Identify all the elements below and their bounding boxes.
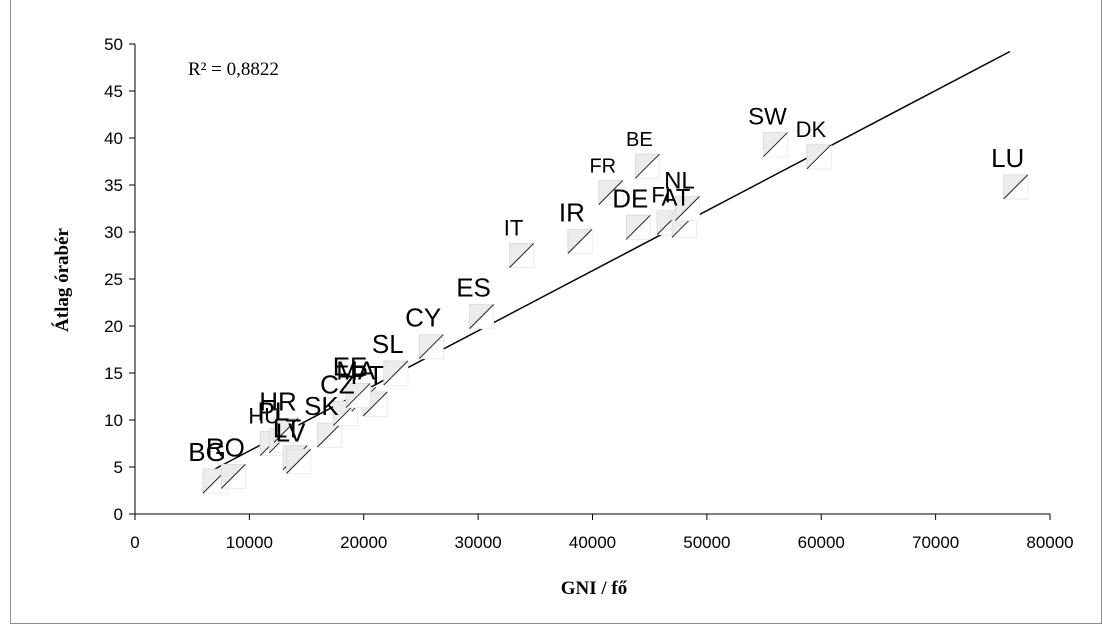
y-tick-label: 30 [104,223,123,242]
point-label-be: BE [626,129,653,151]
point-label-sk: SK [304,391,339,421]
point-label-at: AT [662,184,691,211]
point-label-nl: NL [664,168,695,195]
x-tick-label: 10000 [226,533,273,552]
markers-group [202,132,1029,494]
y-tick-label: 15 [104,364,123,383]
point-label-lt: LT [273,414,302,444]
y-tick-label: 25 [104,270,123,289]
x-axis-title: GNI / fő [561,578,628,599]
r-squared-annotation: R² = 0,8822 [188,59,279,80]
point-label-hr: HR [259,386,297,416]
y-tick-label: 5 [114,458,123,477]
data-point-sl [383,360,409,386]
point-label-ro: RO [206,432,245,462]
point-label-bg: BG [188,437,226,467]
point-label-dk: DK [796,117,827,142]
y-tick-label: 45 [104,82,123,101]
point-label-cy: CY [405,303,441,333]
y-tick-label: 20 [104,317,123,336]
data-point-lu [1003,174,1029,200]
data-point-lv [286,448,312,474]
x-tick-label: 20000 [340,533,387,552]
point-label-fr: FR [589,156,616,178]
x-tick-label: 80000 [1026,533,1073,552]
data-point-sw [763,132,788,158]
point-label-pt: PT [351,360,384,390]
data-point-ir [567,228,593,254]
point-label-it: IT [504,216,524,241]
data-point-nl [674,196,700,221]
data-point-cz [332,400,358,426]
x-tick-label: 0 [130,533,139,552]
y-tick-label: 0 [114,505,123,524]
y-tick-label: 35 [104,176,123,195]
point-label-pl: PL [257,397,289,427]
point-label-fi: FI [651,183,671,208]
axes: 0 5 10 15 20 25 30 35 40 45 50 0 10000 20000 30000 4000… [104,35,1074,552]
y-axis-title: Átlag órabér [51,227,73,332]
point-label-sw: SW [748,104,787,131]
point-label-cz: CZ [320,369,355,399]
x-tick-label: 40000 [569,533,616,552]
chart-frame [10,0,1102,624]
data-point-sk [316,422,342,448]
point-label-ma: MA [336,355,376,385]
data-point-de [625,214,651,240]
y-tick-label: 40 [104,129,123,148]
data-point-cy [418,334,444,360]
x-tick-label: 50000 [683,533,730,552]
data-point-dk [806,144,832,170]
point-label-ir: IR [559,197,585,227]
y-tick-label: 50 [104,35,123,54]
data-point-fr [598,180,624,206]
point-label-lu: LU [991,143,1024,173]
point-label-hu: HU [248,404,280,429]
point-label-de: DE [612,183,648,213]
data-point-pt [362,391,388,417]
point-label-ee: EE [333,352,368,382]
x-tick-label: 60000 [798,533,845,552]
y-tick-label: 10 [104,411,123,430]
x-tick-label: 70000 [912,533,959,552]
data-point-be [634,153,660,179]
data-point-hr [273,417,299,443]
data-point-it [509,243,535,268]
point-label-sl: SL [372,329,404,359]
data-point-ro [220,463,246,489]
point-label-es: ES [456,273,491,303]
x-tick-label: 30000 [454,533,501,552]
data-point-ee [345,383,371,409]
data-point-es [469,304,495,330]
point-label-lv: LV [276,417,307,447]
